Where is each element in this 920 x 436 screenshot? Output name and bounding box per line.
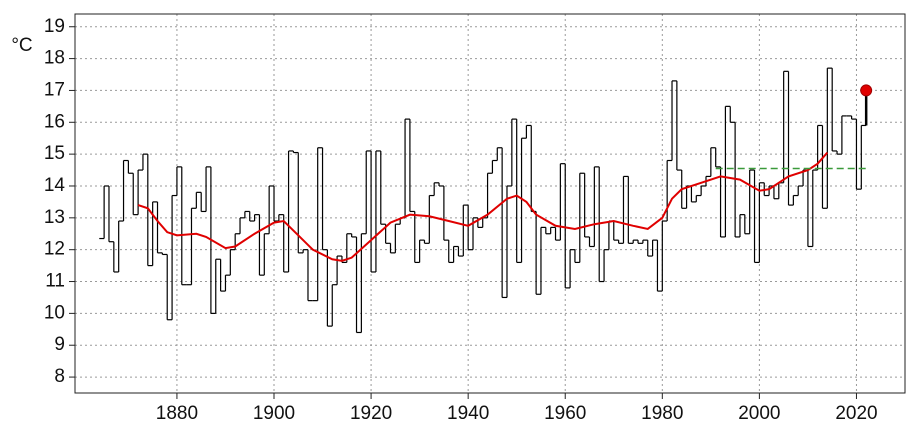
y-tick-label: 16 <box>44 111 65 132</box>
x-tick-label: 1900 <box>253 403 295 424</box>
y-tick-label: 13 <box>44 207 65 228</box>
y-tick-label: 17 <box>44 79 65 100</box>
y-tick-label: 14 <box>44 175 66 196</box>
x-tick-label: 2000 <box>738 403 780 424</box>
y-tick-label: 9 <box>54 334 65 355</box>
plot-frame <box>74 13 906 394</box>
y-tick-label: 18 <box>44 48 65 69</box>
x-tick-label: 1980 <box>641 403 683 424</box>
x-tick-label: 1880 <box>156 403 198 424</box>
x-tick-label: 2020 <box>835 403 877 424</box>
y-tick-label: 10 <box>44 302 65 323</box>
y-axis-label: °C <box>11 35 32 56</box>
y-tick-label: 8 <box>54 366 65 387</box>
y-tick-label: 15 <box>44 143 65 164</box>
latest-point <box>860 84 873 97</box>
smoothed-line <box>137 151 829 262</box>
y-tick-label: 12 <box>44 239 65 260</box>
x-tick-label: 1940 <box>447 403 489 424</box>
step-connector <box>103 68 862 333</box>
y-tick-label: 19 <box>44 16 65 37</box>
x-tick-label: 1960 <box>544 403 586 424</box>
x-tick-label: 1920 <box>350 403 392 424</box>
y-tick-label: 11 <box>45 271 65 292</box>
